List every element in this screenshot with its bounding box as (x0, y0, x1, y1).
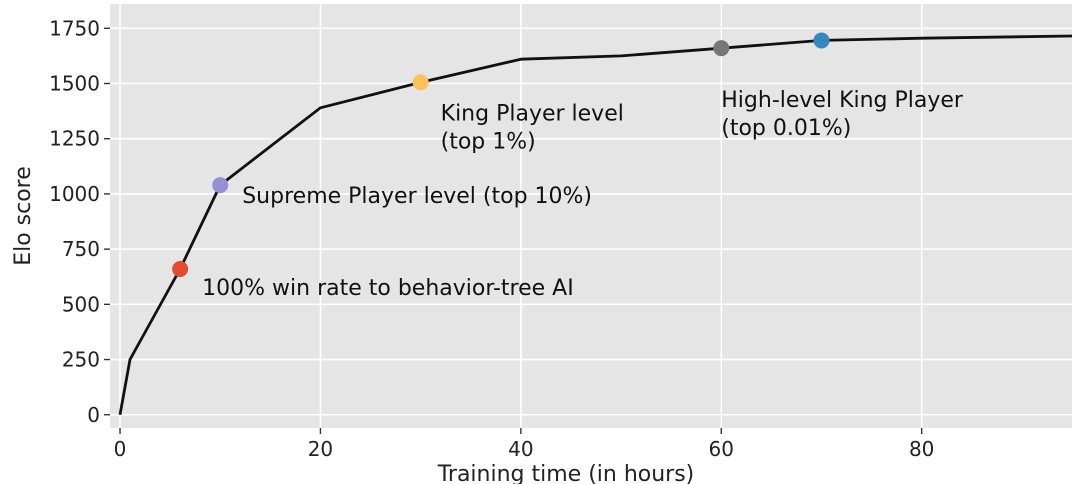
y-tick-label: 1250 (49, 127, 100, 151)
x-tick-label: 0 (114, 437, 127, 461)
y-tick-label: 250 (62, 348, 100, 372)
x-tick-label: 40 (508, 437, 533, 461)
milestone-label: King Player level (top 1%) (441, 101, 624, 154)
milestone-label-line: High-level King Player (721, 88, 964, 113)
grid-lines (110, 4, 1072, 428)
milestone-label: Supreme Player level (top 10%) (242, 184, 592, 209)
x-tick-label: 20 (308, 437, 333, 461)
elo-curve-line (118, 34, 1073, 416)
x-tick-label: 60 (709, 437, 734, 461)
milestone-marker (212, 177, 229, 194)
y-tick-label: 1000 (49, 182, 100, 206)
y-tick-label: 1500 (49, 72, 100, 96)
milestone-label: High-level King Player (top 0.01%) (721, 88, 964, 141)
milestone-marker (713, 40, 730, 57)
x-tick-label: 80 (909, 437, 934, 461)
milestone-label-line: King Player level (441, 101, 624, 126)
y-axis-label: Elo score (11, 166, 36, 266)
y-tick-label: 750 (62, 237, 100, 261)
y-tick-label: 500 (62, 292, 100, 316)
milestone-label: 100% win rate to behavior-tree AI (202, 276, 574, 301)
plot-background (110, 4, 1072, 428)
milestone-marker (813, 32, 830, 49)
milestone-label-line: (top 0.01%) (721, 116, 851, 141)
milestone-marker (172, 261, 189, 277)
milestone-label-line: 100% win rate to behavior-tree AI (202, 276, 574, 301)
y-tick-label: 1750 (49, 16, 100, 40)
series-layer (118, 34, 1073, 416)
y-tick-label: 0 (87, 403, 100, 427)
x-axis-label: Training time (in hours) (437, 462, 695, 484)
tick-layer: 0 20 40 60 80 0 250 500 750 1000 1250 1500 1750 (49, 16, 934, 461)
milestone-marker (412, 74, 429, 91)
milestone-label-line: (top 1%) (441, 129, 536, 154)
marker-layer: 100% win rate to behavior-tree AI Supreme… (172, 32, 964, 301)
milestone-label-line: Supreme Player level (top 10%) (242, 184, 592, 209)
